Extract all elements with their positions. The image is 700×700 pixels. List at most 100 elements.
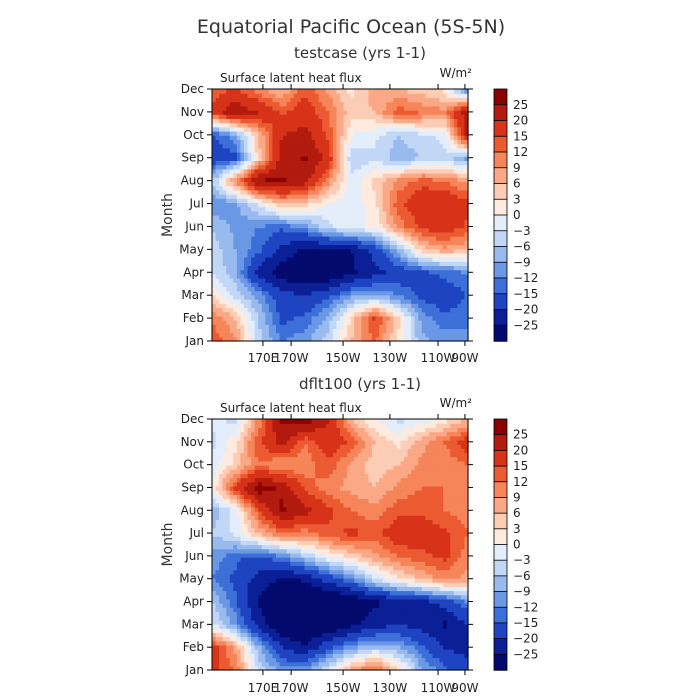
heatmap-cell xyxy=(286,97,291,103)
heatmap-cell xyxy=(428,185,434,191)
heatmap-cell xyxy=(453,168,458,174)
heatmap-cell xyxy=(258,202,263,208)
heatmap-cell xyxy=(261,636,266,642)
heatmap-cell xyxy=(318,126,323,132)
heatmap-cell xyxy=(389,131,394,136)
heatmap-cell xyxy=(450,240,455,245)
heatmap-cell xyxy=(453,101,458,107)
heatmap-cell xyxy=(268,131,274,136)
heatmap-cell xyxy=(229,168,234,174)
heatmap-cell xyxy=(261,152,266,157)
heatmap-cell xyxy=(254,286,259,292)
heatmap-cell xyxy=(236,236,242,241)
heatmap-cell xyxy=(443,657,448,663)
heatmap-cell xyxy=(215,147,220,153)
heatmap-cell xyxy=(247,644,252,650)
heatmap-cell xyxy=(304,282,309,287)
heatmap-cell xyxy=(276,231,281,237)
heatmap-cell xyxy=(379,206,384,212)
heatmap-cell xyxy=(375,278,380,283)
heatmap-cell xyxy=(357,168,362,174)
heatmap-cell xyxy=(276,126,281,132)
heatmap-cell xyxy=(233,636,238,642)
heatmap-cell xyxy=(460,328,466,334)
heatmap-cell xyxy=(407,105,412,111)
heatmap-cell xyxy=(315,328,320,334)
heatmap-cell xyxy=(368,206,373,212)
heatmap-cell xyxy=(418,278,423,283)
heatmap-cell xyxy=(258,336,263,342)
heatmap-cell xyxy=(443,206,448,212)
heatmap-cell xyxy=(212,332,217,338)
heatmap-cell xyxy=(229,126,234,132)
heatmap-cell xyxy=(236,198,242,203)
heatmap-cell xyxy=(286,143,291,149)
heatmap-cell xyxy=(304,278,309,283)
heatmap-cell xyxy=(340,177,345,182)
heatmap-cell xyxy=(439,286,444,292)
heatmap-cell xyxy=(350,282,355,287)
heatmap-cell xyxy=(361,657,366,663)
heatmap-cell xyxy=(276,640,281,646)
heatmap-cell xyxy=(347,640,352,646)
heatmap-cell xyxy=(332,215,338,220)
heatmap-cell xyxy=(418,105,423,111)
heatmap-cell xyxy=(258,114,263,119)
heatmap-cell xyxy=(354,324,359,329)
heatmap-cell xyxy=(368,173,373,178)
heatmap-cell xyxy=(400,244,405,250)
heatmap-cell xyxy=(247,649,252,654)
heatmap-cell xyxy=(418,131,423,136)
heatmap-cell xyxy=(404,265,409,271)
heatmap-cell xyxy=(229,257,234,262)
heatmap-cell xyxy=(436,328,441,334)
heatmap-cell xyxy=(286,131,291,136)
heatmap-cell xyxy=(382,202,387,208)
heatmap-cell xyxy=(226,273,231,279)
heatmap-cell xyxy=(325,97,330,103)
heatmap-cell xyxy=(222,324,227,329)
heatmap-cell xyxy=(304,290,309,296)
heatmap-cell xyxy=(308,307,313,313)
heatmap-cell xyxy=(372,311,377,317)
heatmap-cell xyxy=(421,636,426,642)
heatmap-cell xyxy=(457,240,462,245)
heatmap-cell xyxy=(279,636,284,642)
heatmap-cell xyxy=(240,219,245,224)
heatmap-cell xyxy=(279,202,284,208)
heatmap-cell xyxy=(340,114,345,119)
heatmap-cell xyxy=(386,328,391,334)
heatmap-cell xyxy=(226,139,231,145)
heatmap-cell xyxy=(290,286,295,292)
heatmap-cell xyxy=(364,118,370,124)
heatmap-cell xyxy=(407,269,412,275)
heatmap-cell xyxy=(446,135,451,140)
heatmap-cell xyxy=(297,97,302,103)
heatmap-cell xyxy=(372,273,377,279)
heatmap-cell xyxy=(453,644,458,650)
heatmap-cell xyxy=(404,332,409,338)
heatmap-cell xyxy=(396,265,402,271)
heatmap-cell xyxy=(329,261,334,266)
heatmap-cell xyxy=(375,139,380,145)
heatmap-cell xyxy=(354,202,359,208)
heatmap-cell xyxy=(393,244,398,250)
heatmap-cell xyxy=(290,332,295,338)
heatmap-cell xyxy=(428,122,434,128)
heatmap-cell xyxy=(361,252,366,258)
heatmap-cell xyxy=(240,257,245,262)
heatmap-cell xyxy=(276,131,281,136)
heatmap-cell xyxy=(332,181,338,187)
heatmap-cell xyxy=(329,223,334,229)
heatmap-cell xyxy=(219,240,224,245)
heatmap-cell xyxy=(325,282,330,287)
heatmap-cell xyxy=(219,189,224,195)
heatmap-cell xyxy=(354,126,359,132)
heatmap-cell xyxy=(453,336,458,342)
heatmap-cell xyxy=(407,661,412,667)
heatmap-cell xyxy=(297,215,302,220)
heatmap-cell xyxy=(236,152,242,157)
heatmap-cell xyxy=(347,173,352,178)
heatmap-cell xyxy=(418,324,423,329)
heatmap-cell xyxy=(212,307,217,313)
